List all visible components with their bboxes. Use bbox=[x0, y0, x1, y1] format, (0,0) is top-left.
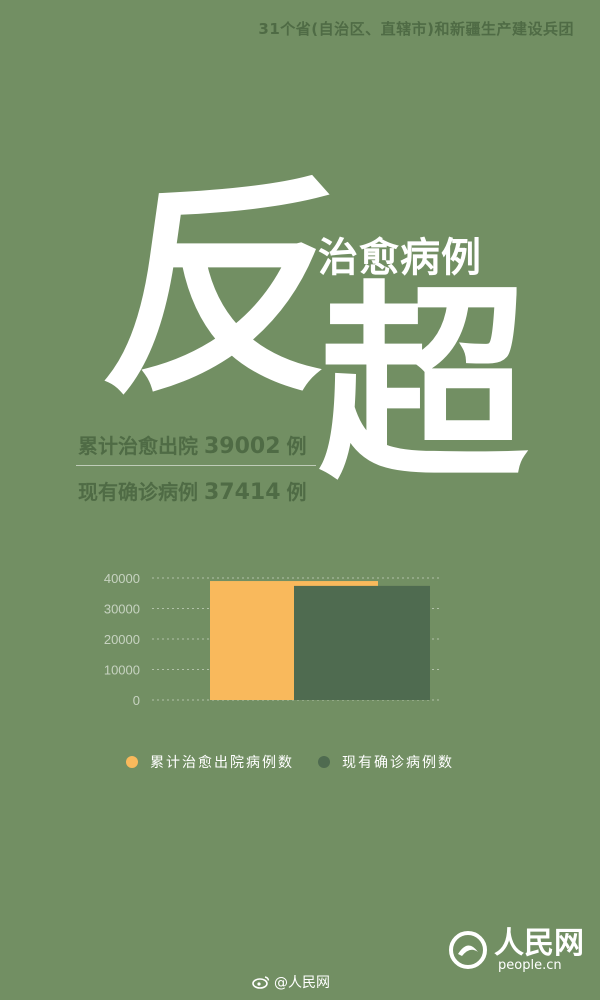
y-tick-label: 30000 bbox=[104, 602, 140, 617]
stat-confirmed-label: 现有确诊病例 bbox=[78, 480, 198, 504]
headline-char-chao: 超 bbox=[318, 261, 529, 508]
y-tick-label: 20000 bbox=[104, 632, 140, 647]
weibo-watermark: @人民网 bbox=[252, 972, 330, 992]
legend-label-cured: 累计治愈出院病例数 bbox=[150, 755, 294, 771]
y-tick-label: 10000 bbox=[104, 663, 140, 678]
logo-name: 人民网 bbox=[494, 926, 584, 961]
stat-divider bbox=[76, 465, 316, 466]
legend-label-confirmed: 现有确诊病例数 bbox=[342, 755, 454, 771]
people-logo-icon bbox=[449, 931, 487, 969]
headline-subtitle: 治愈病例 bbox=[318, 235, 482, 281]
stat-cured-label: 累计治愈出院 bbox=[78, 434, 198, 458]
watermark-text: @人民网 bbox=[274, 975, 330, 991]
headline-char-fan: 反 bbox=[91, 155, 359, 425]
stat-cured: 累计治愈出院 39002 例 bbox=[78, 430, 307, 459]
legend-dot-cured bbox=[126, 756, 138, 768]
legend-dot-confirmed bbox=[318, 756, 330, 768]
logo-url: people.cn bbox=[498, 958, 562, 973]
legend-item-confirmed: 现有确诊病例数 bbox=[318, 752, 454, 772]
y-tick-label: 40000 bbox=[104, 571, 140, 586]
stat-confirmed-value: 37414 bbox=[204, 480, 281, 505]
legend-item-cured: 累计治愈出院病例数 bbox=[126, 752, 294, 772]
bar-confirmed bbox=[294, 585, 430, 700]
bar-chart: 0 10000 20000 30000 40000 bbox=[104, 571, 440, 708]
weibo-icon bbox=[252, 976, 270, 989]
scope-header: 31个省(自治区、直辖市)和新疆生产建设兵团 bbox=[258, 20, 574, 38]
y-tick-label: 0 bbox=[133, 693, 140, 708]
stat-cured-value: 39002 bbox=[204, 434, 281, 459]
stat-cured-unit: 例 bbox=[286, 434, 307, 458]
stat-confirmed-unit: 例 bbox=[286, 480, 307, 504]
stat-confirmed: 现有确诊病例 37414 例 bbox=[78, 476, 307, 505]
